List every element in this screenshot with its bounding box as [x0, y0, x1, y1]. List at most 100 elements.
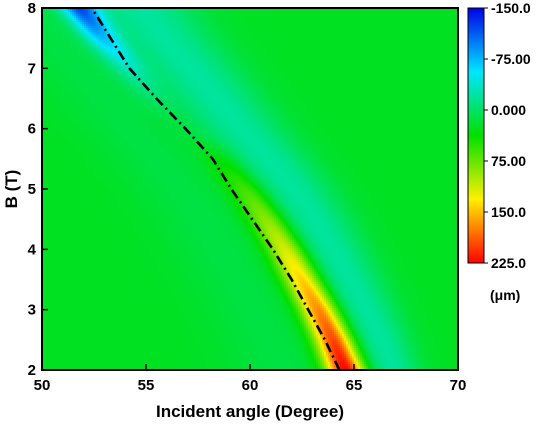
heatmap-cell	[64, 12, 67, 15]
heatmap-cell	[80, 20, 83, 23]
heatmap-cell	[362, 20, 365, 23]
heatmap-cell	[418, 20, 421, 23]
heatmap-cell	[236, 26, 239, 29]
heatmap-cell	[272, 8, 275, 11]
heatmap-cell	[282, 12, 285, 15]
heatmap-cell	[188, 16, 191, 19]
heatmap-cell	[156, 14, 159, 17]
heatmap-cell	[358, 10, 361, 13]
heatmap-cell	[382, 10, 385, 13]
heatmap-cell	[300, 20, 303, 23]
heatmap-cell	[344, 24, 347, 27]
heatmap-cell	[246, 14, 249, 17]
heatmap-cell	[338, 22, 341, 25]
heatmap-cell	[354, 16, 357, 19]
heatmap-cell	[314, 12, 317, 15]
heatmap-cell	[168, 12, 171, 15]
heatmap-cell	[314, 20, 317, 23]
heatmap-cell	[204, 28, 207, 31]
heatmap-cell	[230, 20, 233, 23]
heatmap-cell	[410, 18, 413, 21]
heatmap-cell	[306, 10, 309, 13]
heatmap-cell	[92, 24, 95, 27]
heatmap-cell	[54, 22, 57, 25]
heatmap-cell	[426, 8, 429, 11]
heatmap-cell	[244, 26, 247, 29]
heatmap-cell	[106, 18, 109, 21]
heatmap-cell	[278, 22, 281, 25]
heatmap-cell	[350, 10, 353, 13]
heatmap-cell	[126, 12, 129, 15]
heatmap-cell	[118, 26, 121, 29]
heatmap-cell	[400, 22, 403, 25]
heatmap-cell	[116, 16, 119, 19]
heatmap-cell	[186, 12, 189, 15]
heatmap-cell	[434, 12, 437, 15]
heatmap-cell	[442, 26, 445, 29]
heatmap-cell	[254, 24, 257, 27]
heatmap-cell	[288, 14, 291, 17]
heatmap-cell	[352, 24, 355, 27]
heatmap-cell	[334, 12, 337, 15]
heatmap-cell	[306, 16, 309, 19]
heatmap-cell	[120, 14, 123, 17]
heatmap-cell	[146, 24, 149, 27]
heatmap-cell	[182, 18, 185, 21]
heatmap-cell	[230, 18, 233, 21]
heatmap-cell	[90, 12, 93, 15]
heatmap-cell	[298, 18, 301, 21]
heatmap-cell	[388, 10, 391, 13]
heatmap-cell	[326, 26, 329, 29]
heatmap-cell	[398, 12, 401, 15]
heatmap-cell	[270, 24, 273, 27]
heatmap-cell	[340, 12, 343, 15]
heatmap-cell	[96, 10, 99, 13]
heatmap-cell	[120, 22, 123, 25]
heatmap-cell	[250, 16, 253, 19]
heatmap-cell	[108, 14, 111, 17]
heatmap-cell	[250, 8, 253, 11]
heatmap-cell	[66, 26, 69, 29]
heatmap-cell	[214, 10, 217, 13]
heatmap-cell	[302, 18, 305, 21]
heatmap-cell	[218, 8, 221, 11]
heatmap-cell	[236, 28, 239, 31]
heatmap-cell	[276, 22, 279, 25]
heatmap-cell	[370, 18, 373, 21]
heatmap-cell	[250, 22, 253, 25]
heatmap-cell	[104, 12, 107, 15]
heatmap-cell	[128, 8, 131, 11]
heatmap-cell	[258, 22, 261, 25]
heatmap-cell	[336, 14, 339, 17]
heatmap-cell	[120, 12, 123, 15]
heatmap-cell	[154, 14, 157, 17]
heatmap-cell	[230, 10, 233, 13]
heatmap-cell	[266, 10, 269, 13]
heatmap-cell	[434, 10, 437, 13]
heatmap-cell	[320, 14, 323, 17]
heatmap-cell	[66, 16, 69, 19]
heatmap-cell	[444, 14, 447, 17]
heatmap-cell	[148, 12, 151, 15]
heatmap-cell	[290, 18, 293, 21]
heatmap-cell	[158, 16, 161, 19]
heatmap-cell	[440, 8, 443, 11]
heatmap-cell	[66, 28, 69, 31]
heatmap-cell	[390, 24, 393, 27]
heatmap-cell	[440, 26, 443, 29]
heatmap-cell	[150, 24, 153, 27]
heatmap-cell	[216, 26, 219, 29]
heatmap-cell	[336, 8, 339, 11]
heatmap-cell	[170, 10, 173, 13]
heatmap-cell	[334, 24, 337, 27]
heatmap-cell	[204, 8, 207, 11]
heatmap-cell	[46, 14, 49, 17]
heatmap-cell	[90, 22, 93, 25]
heatmap-cell	[104, 8, 107, 11]
heatmap-cell	[356, 24, 359, 27]
heatmap-cell	[264, 14, 267, 17]
heatmap-cell	[296, 22, 299, 25]
heatmap-cell	[360, 24, 363, 27]
heatmap-cell	[426, 22, 429, 25]
heatmap-cell	[76, 16, 79, 19]
